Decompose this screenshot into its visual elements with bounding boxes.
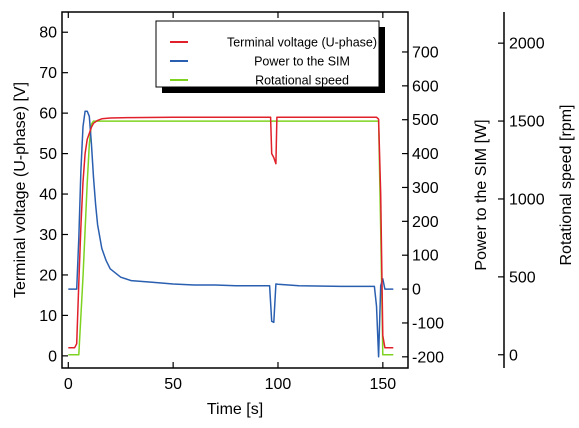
- series-line-right1: [68, 110, 394, 358]
- x-tick-label: 150: [369, 376, 396, 393]
- x-axis-title: Time [s]: [207, 401, 263, 418]
- series-layer: [68, 110, 394, 358]
- ticks-layer: 0 50 100 15001020304050607080-200-100010020…: [39, 12, 545, 393]
- rpm-tick-label: 2000: [509, 36, 545, 53]
- series-line-left: [68, 116, 394, 349]
- power-tick-label: -200: [412, 349, 444, 366]
- rpm-tick-label: 0: [509, 347, 518, 364]
- voltage-tick-label: 80: [39, 25, 57, 42]
- voltage-tick-label: 10: [39, 308, 57, 325]
- voltage-tick-label: 40: [39, 187, 57, 204]
- x-tick-label: 100: [265, 376, 292, 393]
- voltage-tick-label: 20: [39, 267, 57, 284]
- rpm-axis-title: Rotational speed [rpm]: [558, 105, 575, 266]
- power-tick-label: 200: [412, 214, 439, 231]
- power-tick-label: 0: [412, 282, 421, 299]
- voltage-tick-label: 30: [39, 227, 57, 244]
- power-tick-label: 100: [412, 248, 439, 265]
- rpm-tick-label: 1500: [509, 114, 545, 131]
- rpm-tick-label: 1000: [509, 191, 545, 208]
- voltage-axis-title: Terminal voltage (U-phase) [V]: [12, 82, 29, 298]
- legend-box: [155, 20, 380, 88]
- voltage-tick-label: 50: [39, 146, 57, 163]
- power-tick-label: 500: [412, 112, 439, 129]
- legend-label-speed: Rotational speed: [255, 74, 349, 88]
- rpm-tick-label: 500: [509, 269, 536, 286]
- power-tick-label: 300: [412, 180, 439, 197]
- legend-label-voltage: Terminal voltage (U-phase): [227, 36, 377, 50]
- voltage-tick-label: 0: [48, 348, 57, 365]
- plot-frame: [61, 11, 409, 369]
- power-tick-label: 600: [412, 78, 439, 95]
- power-tick-label: 400: [412, 146, 439, 163]
- voltage-tick-label: 60: [39, 106, 57, 123]
- power-tick-label: 700: [412, 44, 439, 61]
- legend: Terminal voltage (U-phase) Power to the …: [155, 20, 385, 93]
- power-axis-title: Power to the SIM [W]: [473, 119, 490, 270]
- power-tick-label: -100: [412, 315, 444, 332]
- voltage-tick-label: 70: [39, 65, 57, 82]
- legend-label-power: Power to the SIM: [254, 55, 350, 69]
- x-tick-label: 50: [164, 376, 182, 393]
- x-tick-label: 0: [64, 376, 73, 393]
